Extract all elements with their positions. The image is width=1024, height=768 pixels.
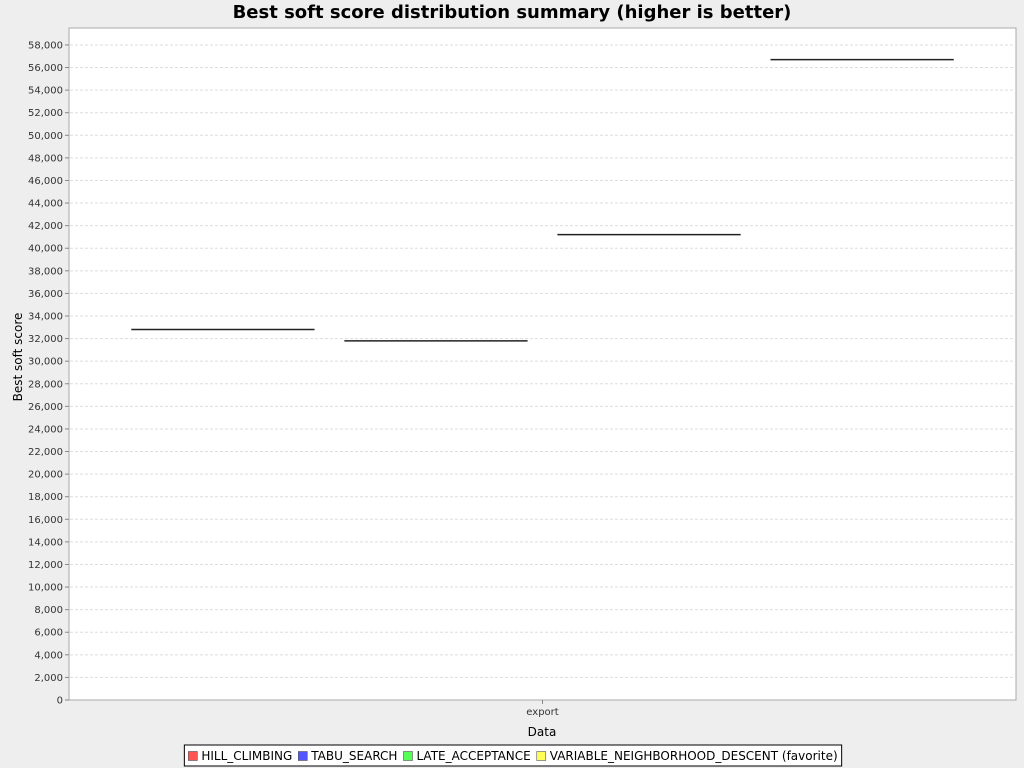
legend-label: LATE_ACCEPTANCE — [416, 749, 530, 763]
legend-label: TABU_SEARCH — [310, 749, 397, 763]
y-tick-label: 32,000 — [28, 334, 63, 345]
y-tick-label: 40,000 — [28, 244, 63, 255]
y-tick-label: 36,000 — [28, 289, 63, 300]
y-tick-label: 20,000 — [28, 470, 63, 481]
y-tick-label: 2,000 — [34, 673, 63, 684]
y-axis-label: Best soft score — [11, 313, 25, 402]
y-tick-label: 22,000 — [28, 447, 63, 458]
plot-area — [68, 27, 1017, 701]
x-tick-label: export — [526, 707, 558, 718]
y-tick-label: 24,000 — [28, 424, 63, 435]
y-tick-label: 52,000 — [28, 108, 63, 119]
y-tick-label: 44,000 — [28, 199, 63, 210]
y-tick-label: 6,000 — [34, 628, 63, 639]
legend-swatch — [403, 751, 413, 761]
y-tick-label: 12,000 — [28, 560, 63, 571]
y-tick-label: 58,000 — [28, 40, 63, 51]
x-axis: export — [526, 700, 559, 718]
legend-swatch — [297, 751, 308, 761]
y-tick-label: 0 — [57, 696, 63, 707]
y-axis: 0 2,000 4,000 6,000 8,000 10,000 12,000 14,000 1… — [28, 40, 69, 707]
legend: HILL_CLIMBING TABU_SEARCH LATE_ACCEPTANCE V… — [183, 744, 843, 767]
y-tick-label: 26,000 — [28, 402, 63, 413]
y-tick-label: 18,000 — [28, 492, 63, 503]
series-marks — [131, 58, 954, 342]
y-tick-label: 10,000 — [28, 583, 63, 594]
legend-label: HILL_CLIMBING — [201, 749, 292, 763]
y-tick-label: 28,000 — [28, 379, 63, 390]
y-tick-label: 38,000 — [28, 266, 63, 277]
legend-swatch — [536, 751, 547, 761]
y-tick-label: 56,000 — [28, 63, 63, 74]
y-tick-label: 42,000 — [28, 221, 63, 232]
y-tick-label: 50,000 — [28, 131, 63, 142]
y-tick-label: 4,000 — [34, 650, 63, 661]
y-tick-label: 54,000 — [28, 86, 63, 97]
y-tick-label: 8,000 — [34, 605, 63, 616]
legend-label: VARIABLE_NEIGHBORHOOD_DESCENT (favorite) — [550, 749, 838, 763]
x-axis-label: Data — [528, 725, 557, 739]
grid-lines — [70, 44, 1015, 678]
y-tick-label: 48,000 — [28, 153, 63, 164]
legend-swatch — [188, 751, 198, 761]
y-tick-label: 46,000 — [28, 176, 63, 187]
y-tick-label: 16,000 — [28, 515, 63, 526]
chart-title: Best soft score distribution summary (hi… — [233, 2, 792, 23]
y-tick-label: 14,000 — [28, 537, 63, 548]
y-tick-label: 30,000 — [28, 357, 63, 368]
legend-box — [183, 744, 843, 767]
y-tick-label: 34,000 — [28, 312, 63, 323]
